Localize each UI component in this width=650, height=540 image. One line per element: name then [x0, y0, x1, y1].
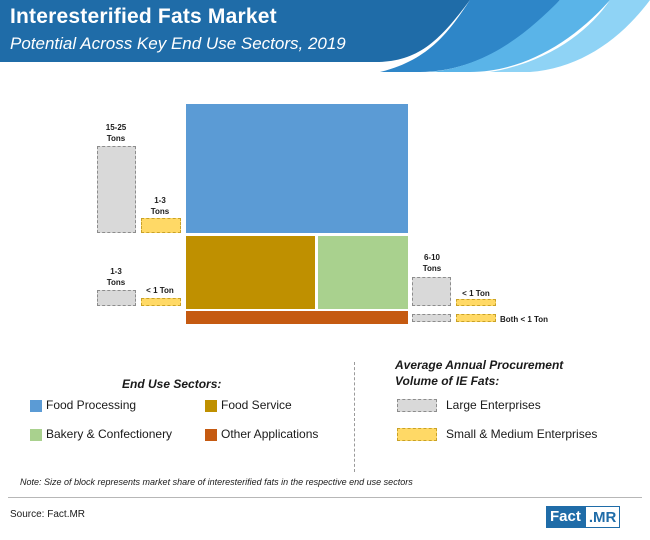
chart-title: Interesterified Fats Market	[10, 5, 277, 28]
bc-large-bar	[412, 277, 451, 306]
source-text: Source: Fact.MR	[10, 509, 86, 520]
block-food-processing	[186, 104, 408, 233]
oa-large-bar	[412, 314, 451, 322]
legend-swatch-bakery-confectionery	[30, 429, 42, 441]
oa-both-label: Both < 1 Ton	[500, 315, 549, 324]
fp-large-label: 15-25 Tons	[105, 123, 127, 143]
legend-divider	[354, 362, 355, 472]
legend-swatch-food-service	[205, 400, 217, 412]
legend-label-other-applications: Other Applications	[221, 427, 319, 441]
sectors-legend-title: End Use Sectors:	[122, 377, 222, 391]
bc-large-label: 6-10 Tons	[422, 253, 442, 273]
footnote: Note: Size of block represents market sh…	[20, 477, 413, 487]
legend-label-food-service: Food Service	[221, 398, 292, 412]
legend-label-food-processing: Food Processing	[46, 398, 137, 412]
procurement-legend-title: Average Annual Procurement Volume of IE …	[395, 358, 564, 388]
bc-small-bar	[456, 299, 496, 306]
fs-small-label: < 1 Ton	[146, 286, 174, 295]
fp-small-bar	[141, 218, 181, 233]
fs-large-label: 1-3 Tons	[106, 267, 126, 287]
fs-small-bar	[141, 298, 181, 306]
oa-small-bar	[456, 314, 496, 322]
fp-large-bar	[97, 146, 136, 233]
legend-swatch-large-enterprises	[397, 399, 437, 412]
footer-rule	[8, 497, 642, 498]
chart-subtitle: Potential Across Key End Use Sectors, 20…	[10, 34, 346, 53]
legend-label-bakery-confectionery: Bakery & Confectionery	[46, 427, 173, 441]
block-other-applications	[186, 311, 408, 324]
block-food-service	[186, 236, 315, 309]
fs-large-bar	[97, 290, 136, 306]
fp-small-label: 1-3 Tons	[150, 196, 170, 216]
logo-part1: Fact	[546, 506, 585, 528]
legend-label-large-enterprises: Large Enterprises	[446, 398, 541, 412]
header-banner: Interesterified Fats Market Potential Ac…	[0, 0, 650, 72]
legend-swatch-food-processing	[30, 400, 42, 412]
factmr-logo: Fact .MR	[546, 506, 621, 528]
header-background	[0, 0, 650, 72]
block-bakery-confectionery	[318, 236, 408, 309]
logo-part2: .MR	[584, 506, 621, 528]
bc-small-label: < 1 Ton	[462, 289, 490, 298]
legend-swatch-other-applications	[205, 429, 217, 441]
legend-label-small-medium-enterprises: Small & Medium Enterprises	[446, 427, 598, 441]
legend-swatch-small-medium-enterprises	[397, 428, 437, 441]
